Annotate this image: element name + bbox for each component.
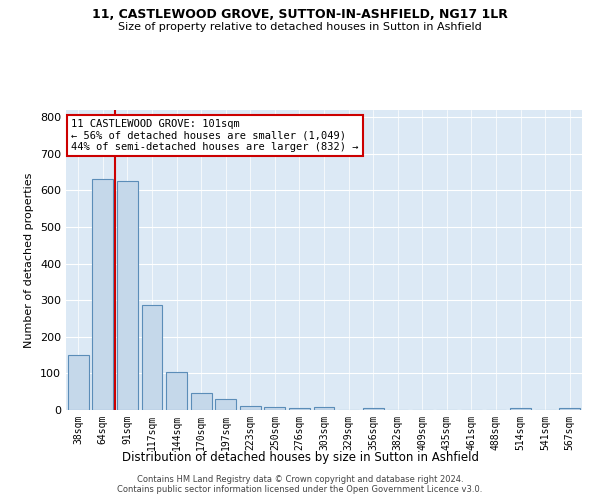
Bar: [68, 355, 89, 410]
Text: 11, CASTLEWOOD GROVE, SUTTON-IN-ASHFIELD, NG17 1LR: 11, CASTLEWOOD GROVE, SUTTON-IN-ASHFIELD…: [92, 8, 508, 20]
Y-axis label: Number of detached properties: Number of detached properties: [25, 172, 34, 348]
Text: Size of property relative to detached houses in Sutton in Ashfield: Size of property relative to detached ho…: [118, 22, 482, 32]
Bar: [117, 182, 138, 410]
Text: Contains HM Land Registry data © Crown copyright and database right 2024.
Contai: Contains HM Land Registry data © Crown c…: [118, 474, 482, 494]
Text: Distribution of detached houses by size in Sutton in Ashfield: Distribution of detached houses by size …: [121, 451, 479, 464]
Text: 11 CASTLEWOOD GROVE: 101sqm
← 56% of detached houses are smaller (1,049)
44% of : 11 CASTLEWOOD GROVE: 101sqm ← 56% of det…: [71, 119, 359, 152]
Bar: [142, 304, 163, 410]
Bar: [289, 408, 310, 410]
Bar: [166, 372, 187, 410]
Bar: [314, 407, 334, 410]
Bar: [191, 393, 212, 410]
Bar: [92, 179, 113, 410]
Bar: [215, 398, 236, 410]
Bar: [362, 408, 383, 410]
Bar: [510, 408, 531, 410]
Bar: [265, 408, 286, 410]
Bar: [559, 408, 580, 410]
Bar: [240, 406, 261, 410]
